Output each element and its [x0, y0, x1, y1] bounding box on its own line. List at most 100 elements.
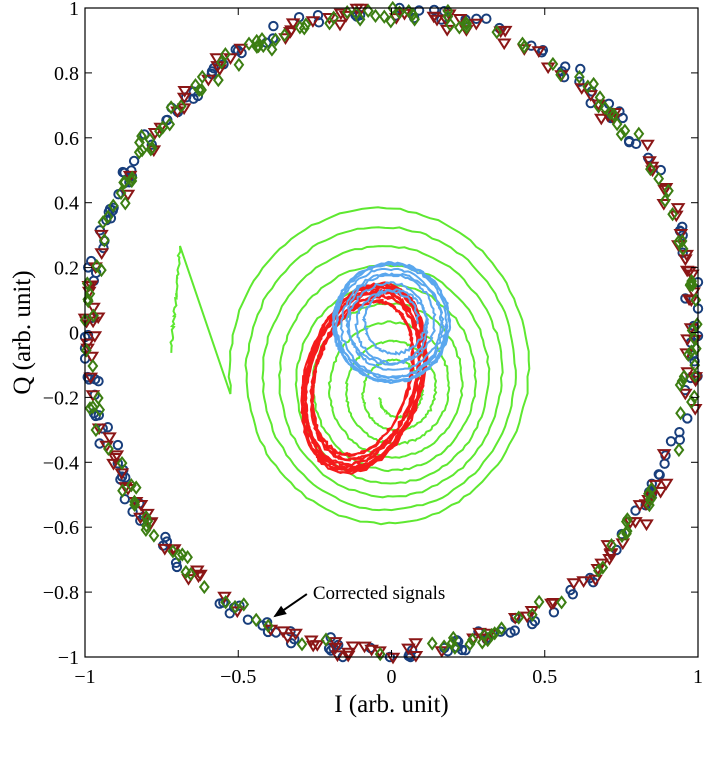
data-point-diamond — [394, 5, 405, 20]
data-point-triangle — [102, 432, 117, 445]
data-point-triangle — [452, 14, 468, 26]
y-tick-label: −1 — [58, 647, 79, 669]
data-point-diamond — [175, 99, 187, 114]
data-point-triangle — [94, 248, 110, 260]
data-point-triangle — [593, 113, 609, 126]
data-point-diamond — [216, 55, 227, 70]
x-tick-label: −1 — [74, 666, 95, 688]
data-point-diamond — [454, 20, 465, 35]
data-point-triangle — [189, 565, 205, 578]
data-point-diamond — [407, 7, 419, 22]
data-point-diamond — [467, 632, 478, 647]
data-point-diamond — [220, 47, 231, 62]
data-point-triangle — [566, 578, 582, 590]
data-point-triangle — [642, 156, 657, 168]
data-point-circle — [171, 561, 183, 573]
data-point-diamond — [370, 8, 381, 24]
data-point-circle — [112, 439, 124, 451]
data-point-diamond — [270, 32, 281, 47]
data-point-triangle — [86, 302, 101, 315]
corrected-diamonds-series — [79, 0, 703, 662]
data-point-diamond — [645, 161, 656, 177]
data-point-circle — [214, 598, 225, 609]
data-point-triangle — [109, 450, 125, 463]
data-point-diamond — [686, 394, 697, 410]
data-point-diamond — [378, 9, 390, 24]
data-point-diamond — [615, 127, 627, 142]
data-point-diamond — [403, 3, 415, 19]
data-point-diamond — [513, 610, 525, 625]
data-point-diamond — [262, 618, 274, 634]
data-point-diamond — [119, 196, 131, 211]
x-axis-label: I (arb. unit) — [334, 691, 449, 718]
data-point-diamond — [690, 341, 702, 356]
data-point-diamond — [593, 99, 604, 114]
data-point-triangle — [583, 90, 599, 102]
data-point-triangle — [429, 14, 445, 27]
data-point-circle — [505, 627, 516, 638]
data-point-triangle — [656, 449, 672, 461]
data-point-diamond — [687, 277, 698, 293]
data-point-diamond — [582, 79, 594, 94]
data-point-triangle — [385, 652, 401, 665]
data-point-triangle — [275, 626, 291, 639]
data-point-diamond — [185, 566, 197, 582]
data-point-diamond — [675, 406, 686, 421]
data-point-diamond — [608, 107, 620, 122]
data-point-diamond — [594, 90, 606, 105]
data-point-triangle — [544, 598, 559, 611]
data-point-diamond — [464, 637, 476, 652]
data-point-diamond — [676, 233, 688, 249]
data-point-circle — [574, 76, 585, 87]
y-tick-label: 0.6 — [54, 128, 79, 150]
data-point-diamond — [426, 636, 438, 651]
y-tick-label: 1 — [69, 0, 79, 20]
data-point-triangle — [322, 13, 337, 25]
data-point-diamond — [449, 640, 461, 655]
data-point-triangle — [588, 574, 603, 587]
raw-signal-blue-series — [331, 260, 452, 385]
raw-signal-red-line — [300, 281, 429, 475]
data-point-diamond — [102, 209, 114, 224]
data-point-diamond — [117, 483, 128, 498]
data-point-triangle — [345, 641, 361, 654]
data-point-triangle — [303, 635, 319, 648]
data-point-circle — [624, 137, 635, 148]
data-point-circle — [680, 293, 691, 304]
data-point-diamond — [220, 595, 232, 610]
data-point-diamond — [103, 441, 114, 457]
data-point-diamond — [233, 57, 245, 72]
y-tick-label: 0.4 — [54, 193, 79, 215]
data-point-circle — [677, 247, 688, 258]
data-point-triangle — [640, 139, 655, 152]
data-point-diamond — [688, 330, 700, 346]
data-point-diamond — [621, 512, 633, 527]
data-point-circle — [119, 494, 131, 505]
data-point-triangle — [330, 650, 345, 663]
x-tick-label: 0.5 — [532, 666, 557, 688]
data-point-circle — [689, 356, 700, 367]
data-point-triangle — [328, 642, 343, 655]
data-point-diamond — [533, 594, 545, 610]
data-point-circle — [537, 45, 549, 56]
data-point-triangle — [288, 628, 303, 641]
data-point-triangle — [684, 269, 700, 282]
data-point-triangle — [341, 647, 356, 660]
data-point-diamond — [238, 597, 250, 612]
data-point-triangle — [658, 478, 674, 491]
data-point-diamond — [107, 198, 119, 213]
data-point-diamond — [517, 36, 528, 51]
corrected-triangles-series — [77, 3, 704, 665]
data-point-diamond — [251, 33, 263, 49]
y-axis-label: Q (arb. unit) — [9, 270, 36, 394]
x-tick-label: 0 — [387, 666, 397, 688]
data-point-diamond — [154, 124, 165, 139]
data-point-circle — [429, 4, 440, 16]
data-point-diamond — [547, 56, 559, 72]
data-point-diamond — [597, 560, 609, 575]
data-point-diamond — [555, 67, 567, 82]
annotation-corrected-signals: Corrected signals — [273, 583, 445, 618]
data-point-diamond — [354, 12, 366, 27]
data-point-triangle — [679, 265, 695, 278]
data-point-diamond — [362, 3, 374, 18]
